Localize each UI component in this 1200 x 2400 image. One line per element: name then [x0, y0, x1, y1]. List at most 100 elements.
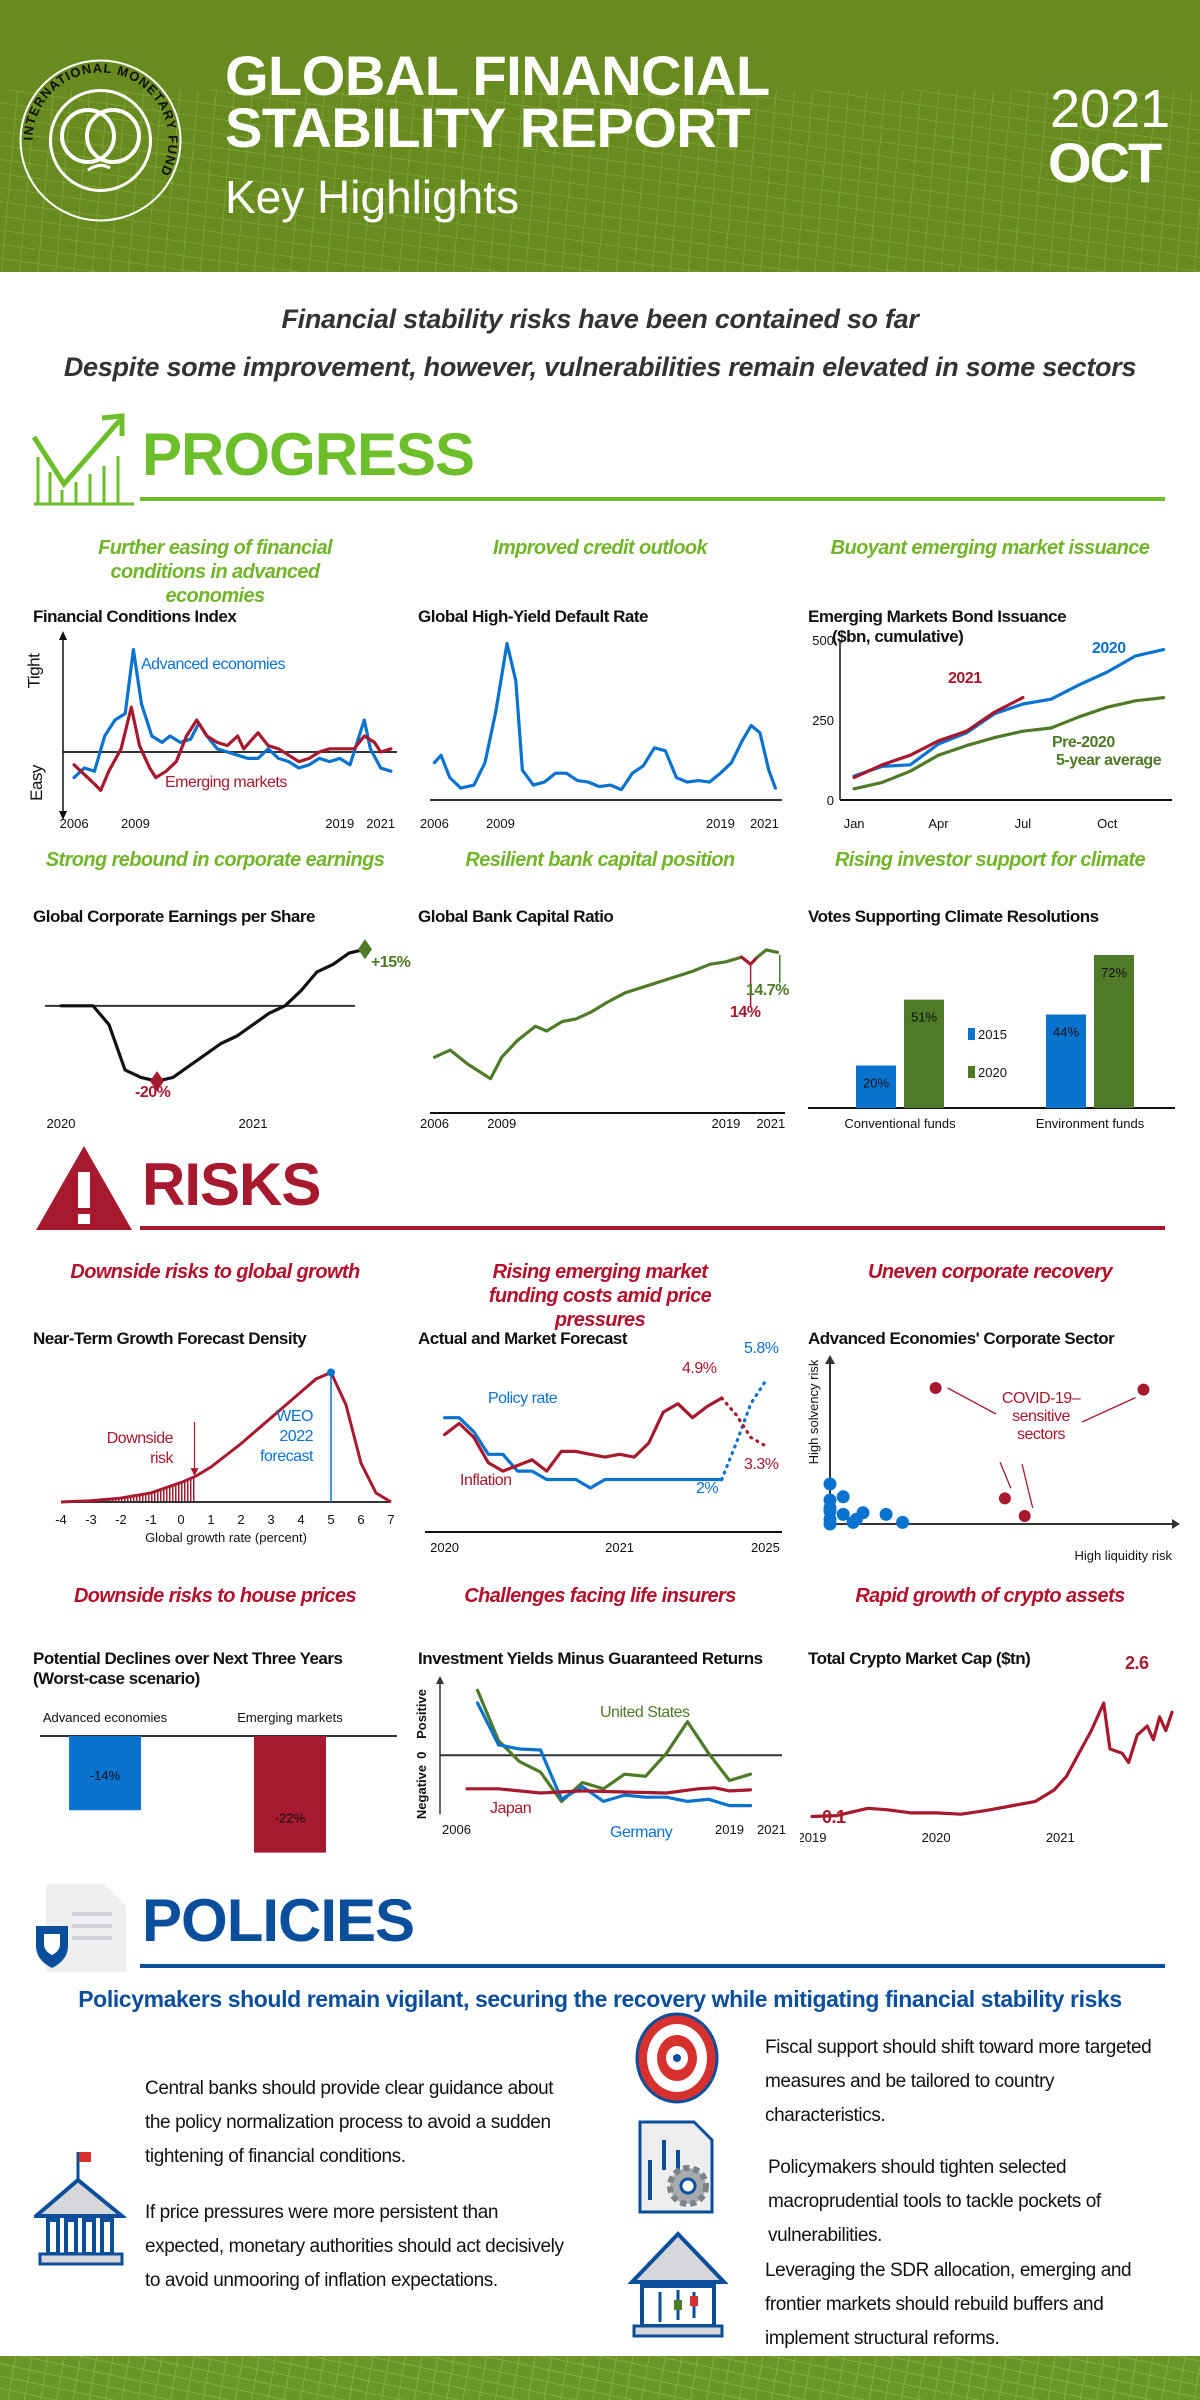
label-germany: Germany: [610, 1824, 673, 1841]
market-forecast-chart: 2020 2021 2025: [425, 1379, 782, 1555]
x-tick-label: 2006: [420, 816, 449, 831]
point-sector: [836, 1507, 850, 1521]
chart-title: Emerging Markets Bond Issuance: [808, 607, 1067, 626]
x-tick-label: 2019: [706, 816, 735, 831]
point-covid-sensitive-sector: [998, 1492, 1011, 1505]
policy-macroprudential: Policymakers should tighten selected mac…: [768, 2157, 1101, 2246]
label-minus-20: -20%: [135, 1084, 171, 1101]
series-line-2021: [852, 696, 1025, 780]
series-line-japan: [465, 1786, 753, 1795]
policies-divider: [140, 1964, 1165, 1968]
annotation-leader: [1021, 1463, 1034, 1509]
x-tick-label: 2009: [486, 816, 515, 831]
climate-votes-chart: 20% 51% Conventional funds 44% 72% Environmen…: [808, 955, 1175, 1131]
arrow-down-icon: [59, 811, 67, 820]
bar-advanced-economies: [69, 1736, 141, 1811]
x-tick-label: 2025: [751, 1540, 780, 1555]
annotation-leader: [1081, 1397, 1136, 1423]
report-month: OCT: [1048, 131, 1162, 194]
y-tick-label: 500: [812, 633, 834, 648]
x-tick-label: 2021: [750, 816, 779, 831]
policy-sdr-allocation: Leveraging the SDR allocation, emerging …: [765, 2260, 1132, 2349]
bar-environment-funds-2015: [1046, 1014, 1086, 1108]
x-tick-label: 6: [357, 1512, 364, 1527]
document-shield-icon: [36, 1884, 126, 1972]
series-line-series-2: [755, 948, 780, 959]
chart-title: Investment Yields Minus Guaranteed Retur…: [418, 1649, 763, 1668]
x-tick-label: 2006: [420, 1116, 449, 1131]
label-advanced-economies: Advanced economies: [141, 656, 285, 673]
chart-title: Global Bank Capital Ratio: [418, 907, 614, 926]
point-sector: [823, 1517, 837, 1531]
report-subtitle: Key Highlights: [225, 171, 520, 223]
x-tick-label: 2009: [487, 1116, 516, 1131]
chart-growth-icon: [31, 413, 134, 506]
bar-value-label: 44%: [1053, 1025, 1079, 1040]
bar-value-label: -14%: [90, 1768, 121, 1783]
x-tick-label: 2020: [47, 1116, 76, 1131]
svg-text:INTERNATIONAL MONETARY FUND: INTERNATIONAL MONETARY FUND: [20, 60, 180, 179]
x-tick-label: 2021: [1046, 1830, 1075, 1844]
label-japan: Japan: [490, 1800, 532, 1817]
label-tight: Tight: [24, 653, 44, 689]
x-axis-label: High liquidity risk: [1074, 1548, 1172, 1563]
document-gear-icon: [638, 2120, 714, 2214]
y-axis-label: High solvency risk: [806, 1359, 821, 1464]
series-line-series-0: [810, 1701, 1174, 1819]
panel-heading: Improved credit outlook: [492, 537, 708, 559]
chart-title: Advanced Economies' Corporate Sector: [808, 1329, 1115, 1348]
target-icon: [635, 2012, 719, 2104]
footer-band: [0, 2356, 1200, 2400]
label-forecast: forecast: [260, 1448, 313, 1465]
intro-line1: Financial stability risks have been cont…: [281, 304, 919, 334]
risks-divider: [140, 1226, 1165, 1230]
label-2020: 2020: [1092, 640, 1126, 657]
central-bank-icon: [34, 2152, 126, 2266]
y-label-negative: Negative: [414, 1765, 429, 1819]
y-label-positive: Positive: [414, 1689, 429, 1739]
series-line-inflation: [443, 1396, 724, 1473]
marker-20: [150, 1071, 164, 1092]
series-line-pre-2020-5-year-average: [852, 696, 1166, 791]
policy-central-bank-guidance: Central banks should provide clear guida…: [145, 2078, 554, 2167]
x-tick-label: 2006: [60, 816, 89, 831]
imf-logo: INTERNATIONAL MONETARY FUND: [19, 59, 182, 222]
label-14-7: 14.7%: [746, 982, 789, 999]
chart-title: Global Corporate Earnings per Share: [33, 907, 315, 926]
header-mesh-background: [0, 90, 1200, 272]
x-tick-label: Jul: [1015, 816, 1032, 831]
downside-risk-area: [61, 1476, 196, 1502]
panel-heading: Downside risks to house prices: [73, 1585, 357, 1607]
point-covid-sensitive-sector: [1137, 1383, 1150, 1396]
panel-heading: Rapid growth of crypto assets: [855, 1585, 1125, 1607]
x-tick-label: 4: [297, 1512, 304, 1527]
policies-heading: POLICIES: [142, 1887, 415, 1954]
earnings-per-share-chart: 2020 2021: [45, 939, 372, 1131]
x-tick-label: 2019: [325, 816, 354, 831]
chart-title: Total Crypto Market Cap ($tn): [808, 1649, 1031, 1668]
label-emerging-markets: Emerging markets: [165, 774, 287, 791]
point-covid-sensitive-sector: [929, 1382, 942, 1394]
annotation-leader: [999, 1461, 1012, 1489]
report-header: INTERNATIONAL MONETARY FUND GLOBAL FINAN…: [0, 0, 1200, 272]
report-year: 2021: [1050, 79, 1171, 139]
panel-heading: Further easing of financial conditions i…: [98, 537, 332, 607]
x-tick-label: 2019: [711, 1116, 740, 1131]
label-2-percent: 2%: [696, 1480, 719, 1497]
label-14: 14%: [730, 1004, 761, 1021]
house-price-decline-chart: Advanced economies -14% Emerging markets -2…: [40, 1710, 397, 1853]
label-5-year-average: 5-year average: [1056, 752, 1162, 769]
label-5-8: 5.8%: [744, 1340, 779, 1357]
legend-label-2020: 2020: [978, 1065, 1007, 1080]
label-inflation: Inflation: [460, 1472, 512, 1489]
y-tick-label: 0: [827, 793, 834, 808]
y-tick-label: 250: [812, 713, 834, 728]
bar-emerging-markets: [254, 1736, 326, 1853]
label-weo: WEO: [276, 1408, 313, 1425]
x-tick-label: 2019: [800, 1830, 826, 1844]
label-easy: Easy: [26, 765, 46, 801]
point-sector: [823, 1477, 837, 1491]
x-tick-label: 3: [267, 1512, 274, 1527]
x-tick-label: Jan: [844, 816, 865, 831]
label-2-6: 2.6: [1125, 1653, 1149, 1673]
